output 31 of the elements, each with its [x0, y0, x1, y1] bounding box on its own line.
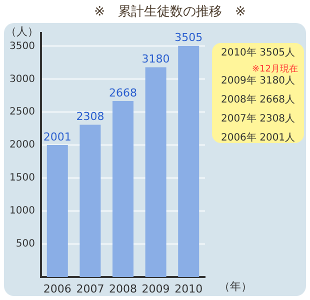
text: 2009年 3180人	[220, 74, 296, 87]
y-tick-label: 1000	[10, 206, 35, 217]
text: 2007年 2308人	[220, 112, 296, 125]
x-tick-label: 2007	[76, 282, 104, 296]
data-label: 3180	[142, 52, 170, 66]
bar	[145, 67, 166, 277]
data-label: 3505	[174, 31, 203, 44]
x-tick-label: 2009	[142, 282, 170, 296]
data-label: 2668	[109, 86, 137, 100]
y-tick-label: 1500	[10, 172, 35, 184]
y-axis-title: （人）	[6, 24, 38, 38]
text: 2006年 2001人	[220, 132, 296, 144]
y-tick-label: 3000	[10, 74, 35, 85]
text: 2008年 2668人	[220, 94, 296, 106]
text: ※12月現在	[252, 63, 298, 74]
bar	[112, 101, 134, 277]
y-tick-label: 3500	[10, 40, 35, 52]
bar	[46, 145, 68, 277]
data-label: 2001	[43, 130, 72, 144]
data-label: 2308	[76, 110, 104, 124]
x-tick-label: 2008	[109, 282, 137, 296]
bar	[80, 124, 101, 277]
y-tick-label: 500	[16, 238, 35, 250]
chart-title: ※ 累計生徒数の推移 ※	[94, 4, 246, 20]
y-tick-label: 2000	[10, 140, 35, 151]
x-axis-title: （年）	[219, 280, 252, 293]
x-tick-label: 2006	[43, 282, 72, 296]
text: 2010年 3505人	[220, 46, 296, 59]
bar	[178, 46, 200, 277]
x-tick-label: 2010	[174, 282, 203, 296]
y-tick-label: 2500	[10, 106, 35, 118]
